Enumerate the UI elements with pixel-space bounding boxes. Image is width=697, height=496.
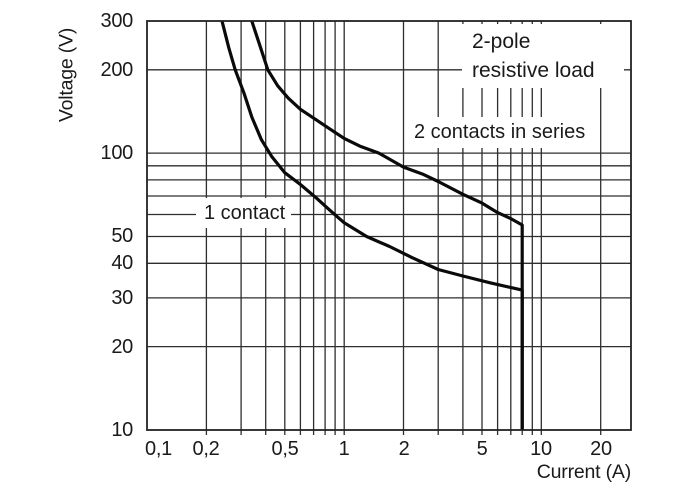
x-tick-label: 0,2 [192, 438, 220, 460]
annotation-load-type: 2-pole resistive load [462, 24, 624, 88]
x-tick-label: 2 [398, 438, 410, 460]
annotation-2-contacts-in-series: 2 contacts in series [407, 117, 594, 148]
y-tick-label: 30 [111, 287, 133, 309]
x-tick-label: 0,1 [145, 438, 172, 460]
x-axis-tick-labels: 0,1 0,2 0,5 1 2 5 10 20 [0, 437, 697, 463]
x-tick-label: 20 [590, 438, 612, 460]
annotation-1-contact: 1 contact [196, 198, 292, 228]
curve-1-1-contact [220, 20, 524, 430]
annotation-load-type-line1: 2-pole [472, 30, 531, 53]
x-tick-label: 10 [530, 438, 552, 460]
y-tick-label: 200 [100, 59, 134, 81]
y-tick-label: 100 [100, 142, 134, 164]
y-tick-label: 40 [111, 252, 133, 274]
x-axis-title: Current (A) [536, 461, 631, 483]
y-tick-label: 50 [111, 225, 133, 247]
x-tick-label: 0,5 [271, 438, 299, 460]
y-tick-label: 300 [100, 10, 134, 32]
x-tick-label: 5 [476, 438, 488, 460]
x-tick-label: 1 [338, 438, 350, 460]
y-axis-tick-labels: 300 200 100 50 40 30 20 10 [0, 0, 134, 496]
y-tick-label: 10 [111, 419, 133, 441]
curve-2-2-contacts-in-series [250, 20, 524, 430]
plot-frame [146, 20, 632, 431]
annotation-load-type-line2: resistive load [472, 59, 595, 82]
y-tick-label: 20 [111, 336, 133, 358]
